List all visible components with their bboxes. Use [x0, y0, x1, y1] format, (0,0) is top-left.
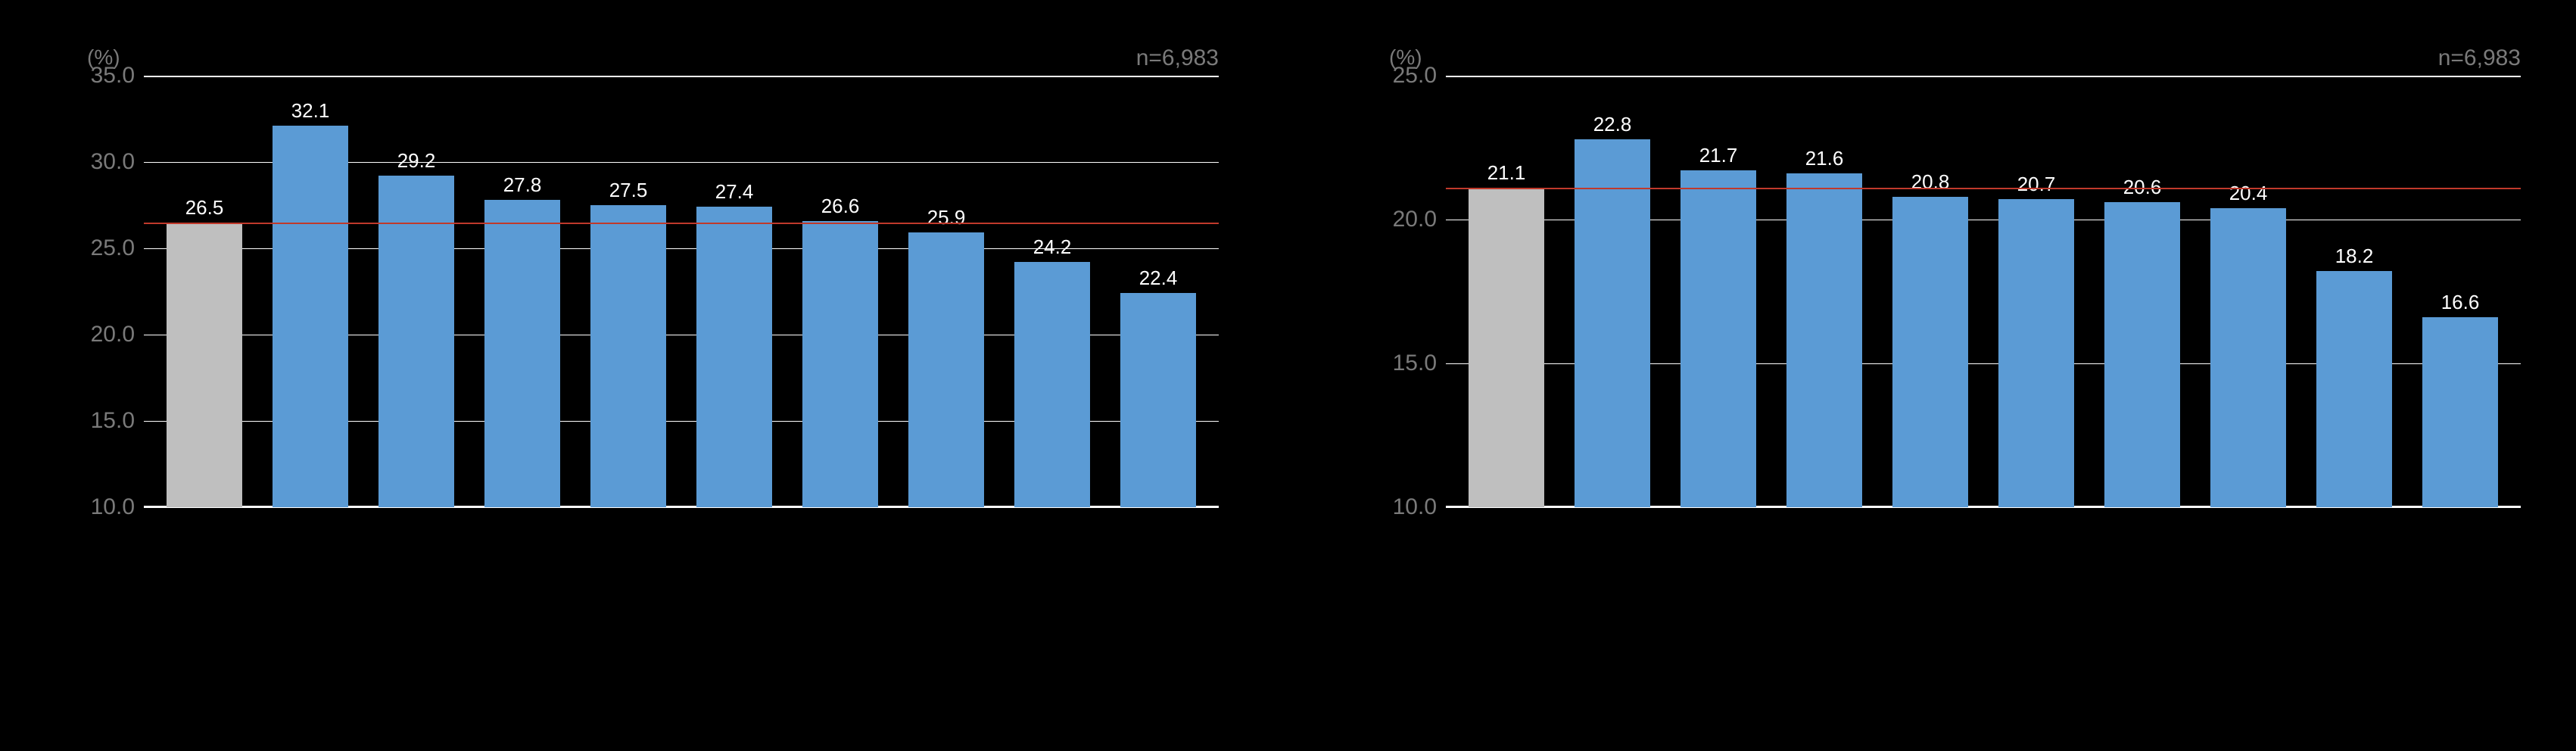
bar — [1014, 262, 1091, 507]
bar-wrap: 20.6 — [2089, 76, 2195, 507]
bar — [484, 200, 561, 507]
figure-wrap: (%) n=6,983 10.015.020.025.030.035.026.5… — [0, 0, 2576, 751]
bar-wrap: 22.8 — [1559, 76, 1665, 507]
gridline — [1446, 507, 2521, 508]
y-tick-label: 30.0 — [91, 149, 135, 175]
plot-area-left: 10.015.020.025.030.035.026.532.129.227.8… — [144, 76, 1219, 507]
bar-wrap: 26.6 — [787, 76, 893, 507]
sample-size-label: n=6,983 — [2438, 45, 2521, 71]
bar-value-label: 21.7 — [1699, 144, 1738, 167]
bar — [378, 176, 455, 507]
reference-line — [144, 223, 1219, 224]
bar — [590, 205, 667, 507]
y-tick-label: 25.0 — [1393, 63, 1437, 89]
y-tick-label: 15.0 — [91, 408, 135, 434]
bar-wrap: 26.5 — [151, 76, 257, 507]
bar-value-label: 24.2 — [1033, 235, 1072, 259]
bar — [908, 232, 985, 507]
bar-wrap: 22.4 — [1105, 76, 1211, 507]
bar-wrap: 20.4 — [2195, 76, 2301, 507]
bar-wrap: 21.7 — [1665, 76, 1771, 507]
bar — [1892, 197, 1969, 507]
bar-value-label: 22.4 — [1139, 266, 1178, 290]
chart-left: (%) n=6,983 10.015.020.025.030.035.026.5… — [45, 45, 1226, 515]
y-tick-label: 35.0 — [91, 63, 135, 89]
y-tick-label: 10.0 — [91, 494, 135, 520]
bar-wrap: 25.9 — [893, 76, 999, 507]
bar-wrap: 27.8 — [469, 76, 575, 507]
bar — [1998, 199, 2075, 507]
bar-value-label: 27.4 — [715, 180, 754, 204]
y-tick-label: 20.0 — [1393, 207, 1437, 232]
bar — [802, 221, 879, 507]
bar-wrap: 21.6 — [1771, 76, 1877, 507]
chart-right: (%) n=6,983 10.015.020.025.021.122.821.7… — [1347, 45, 2528, 515]
bar — [2104, 202, 2181, 507]
bar-value-label: 20.4 — [2229, 182, 2268, 205]
bar — [1120, 293, 1197, 507]
bar — [1575, 139, 1651, 507]
bar-value-label: 16.6 — [2441, 291, 2480, 314]
gridline — [144, 507, 1219, 508]
bar-value-label: 20.8 — [1911, 170, 1950, 194]
bar-wrap: 20.8 — [1877, 76, 1983, 507]
bar — [167, 223, 243, 507]
plot-area-right: 10.015.020.025.021.122.821.721.620.820.7… — [1446, 76, 2521, 507]
bar-value-label: 27.5 — [609, 179, 648, 202]
bar — [1786, 173, 1863, 507]
bar-wrap: 27.4 — [681, 76, 787, 507]
y-tick-label: 20.0 — [91, 322, 135, 347]
y-tick-label: 25.0 — [91, 235, 135, 261]
bar-wrap: 16.6 — [2407, 76, 2513, 507]
bar-value-label: 18.2 — [2335, 245, 2374, 268]
y-tick-label: 15.0 — [1393, 351, 1437, 376]
bar — [2422, 317, 2499, 507]
bar-wrap: 18.2 — [2301, 76, 2407, 507]
bar — [696, 207, 773, 507]
bar-value-label: 21.1 — [1487, 161, 1526, 185]
y-tick-label: 10.0 — [1393, 494, 1437, 520]
bar — [1680, 170, 1757, 507]
bar-wrap: 21.1 — [1453, 76, 1559, 507]
bar — [2210, 208, 2287, 507]
bar — [1469, 188, 1545, 507]
bar-wrap: 27.5 — [575, 76, 681, 507]
bar-wrap: 20.7 — [1983, 76, 2089, 507]
bar-wrap: 32.1 — [257, 76, 363, 507]
bar-value-label: 26.6 — [821, 195, 860, 218]
bar — [273, 126, 349, 507]
bar-wrap: 29.2 — [363, 76, 469, 507]
bar-value-label: 32.1 — [291, 99, 330, 123]
bar-value-label: 21.6 — [1805, 147, 1844, 170]
bar-value-label: 25.9 — [927, 206, 966, 229]
bar-value-label: 27.8 — [503, 173, 542, 197]
bars-container: 21.1 22.8 21.7 21.6 20.8 20.7 20.6 20.4 18.2 16.6 — [1446, 76, 2521, 507]
bar-value-label: 22.8 — [1593, 113, 1632, 136]
bar-value-label: 26.5 — [185, 196, 224, 220]
reference-line — [1446, 188, 2521, 189]
bar-value-label: 29.2 — [397, 149, 436, 173]
bar-value-label: 20.7 — [2017, 173, 2056, 196]
bar-wrap: 24.2 — [999, 76, 1105, 507]
bars-container: 26.5 32.1 29.2 27.8 27.5 27.4 26.6 25.9 24.2 22.4 — [144, 76, 1219, 507]
sample-size-label: n=6,983 — [1136, 45, 1219, 71]
bar — [2316, 271, 2393, 507]
